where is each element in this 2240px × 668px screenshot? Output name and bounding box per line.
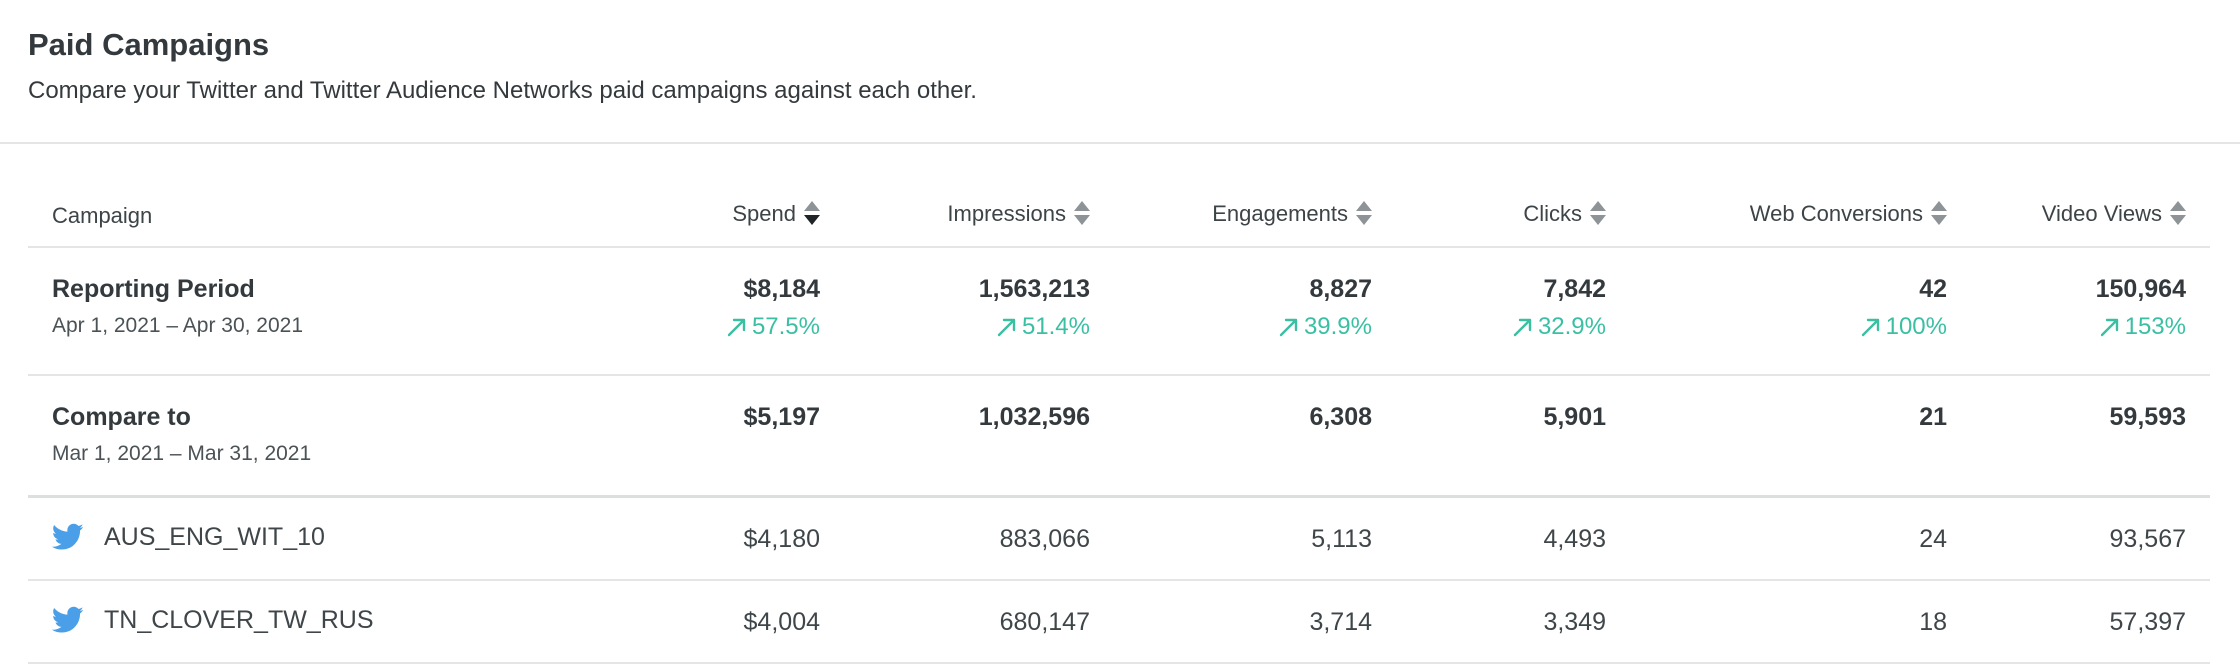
- compare-spend-value: $5,197: [743, 403, 820, 431]
- sort-icon[interactable]: [1074, 201, 1090, 227]
- delta-value: 51.4%: [1021, 313, 1090, 340]
- table-row[interactable]: AUS_ENG_WIT_10 $4,180 883,066 5,113 4,49…: [28, 498, 2210, 581]
- reporting-period-row: Reporting Period Apr 1, 2021 – Apr 30, 2…: [28, 248, 2210, 376]
- reporting-engagements-cell: 8,827 39.9%: [1278, 274, 1372, 342]
- campaign-engagements: 5,113: [1311, 525, 1372, 553]
- campaign-clicks: 3,349: [1543, 608, 1606, 636]
- campaign-video-views: 57,397: [2109, 608, 2186, 636]
- reporting-spend-delta: 57.5%: [726, 312, 820, 342]
- reporting-video-views-cell: 150,964 153%: [2096, 274, 2186, 342]
- column-header-video-views[interactable]: Video Views: [2042, 200, 2186, 228]
- sort-icon[interactable]: [1590, 201, 1606, 227]
- reporting-web-conversions-value: 42: [1919, 275, 1947, 303]
- sort-icon[interactable]: [1356, 201, 1372, 227]
- sort-icon[interactable]: [2170, 201, 2186, 227]
- header-divider: [0, 142, 2240, 144]
- campaign-name[interactable]: AUS_ENG_WIT_10: [104, 523, 325, 551]
- column-header-clicks-label: Clicks: [1523, 201, 1582, 226]
- trend-up-icon: [727, 318, 746, 337]
- reporting-spend-value: $8,184: [743, 275, 820, 303]
- delta-value: 100%: [1885, 313, 1947, 340]
- campaign-name-cell: AUS_ENG_WIT_10: [52, 522, 325, 552]
- compare-to-dates: Mar 1, 2021 – Mar 31, 2021: [52, 442, 312, 465]
- reporting-impressions-delta: 51.4%: [979, 312, 1090, 342]
- reporting-period-label: Reporting Period: [52, 275, 255, 303]
- compare-clicks-value: 5,901: [1543, 403, 1606, 431]
- campaign-name[interactable]: TN_CLOVER_TW_RUS: [104, 606, 374, 634]
- column-header-spend[interactable]: Spend: [732, 200, 820, 228]
- reporting-clicks-delta: 32.9%: [1512, 312, 1606, 342]
- campaign-clicks: 4,493: [1543, 525, 1606, 553]
- reporting-engagements-value: 8,827: [1309, 275, 1372, 303]
- campaign-spend: $4,004: [743, 608, 820, 636]
- compare-to-row: Compare to Mar 1, 2021 – Mar 31, 2021 $5…: [28, 376, 2210, 498]
- delta-value: 57.5%: [751, 313, 820, 340]
- compare-video-views-value: 59,593: [2109, 403, 2186, 431]
- reporting-clicks-cell: 7,842 32.9%: [1512, 274, 1606, 342]
- reporting-video-views-delta: 153%: [2096, 312, 2186, 342]
- compare-to-label: Compare to: [52, 403, 191, 431]
- column-header-engagements[interactable]: Engagements: [1212, 200, 1372, 228]
- compare-to-label-cell: Compare to Mar 1, 2021 – Mar 31, 2021: [52, 402, 311, 467]
- campaign-spend: $4,180: [743, 525, 820, 553]
- reporting-engagements-delta: 39.9%: [1278, 312, 1372, 342]
- delta-value: 39.9%: [1303, 313, 1372, 340]
- column-header-impressions[interactable]: Impressions: [947, 200, 1090, 228]
- reporting-impressions-value: 1,563,213: [978, 275, 1090, 303]
- delta-value: 153%: [2124, 313, 2186, 340]
- trend-up-icon: [1513, 318, 1532, 337]
- campaign-video-views: 93,567: [2109, 525, 2186, 553]
- column-header-video-views-label: Video Views: [2041, 201, 2162, 226]
- column-header-campaign: Campaign: [52, 203, 153, 228]
- campaign-name-cell: TN_CLOVER_TW_RUS: [52, 605, 374, 635]
- reporting-impressions-cell: 1,563,213 51.4%: [979, 274, 1090, 342]
- column-header-impressions-label: Impressions: [947, 201, 1066, 226]
- campaign-impressions: 680,147: [999, 608, 1090, 636]
- campaigns-table: Campaign Spend Impressions Engagements C…: [28, 176, 2210, 664]
- trend-up-icon: [2100, 318, 2118, 337]
- trend-up-icon: [997, 318, 1016, 337]
- twitter-icon: [52, 523, 84, 550]
- table-row[interactable]: TN_CLOVER_TW_RUS $4,004 680,147 3,714 3,…: [28, 581, 2210, 664]
- campaign-engagements: 3,714: [1309, 608, 1372, 636]
- reporting-video-views-value: 150,964: [2095, 275, 2186, 303]
- reporting-web-conversions-cell: 42 100%: [1860, 274, 1947, 342]
- column-header-web-conversions[interactable]: Web Conversions: [1750, 200, 1947, 228]
- sort-desc-icon[interactable]: [804, 201, 820, 227]
- column-header-clicks[interactable]: Clicks: [1523, 200, 1606, 228]
- campaign-web-conversions: 18: [1919, 608, 1947, 636]
- twitter-icon: [52, 606, 84, 633]
- column-header-engagements-label: Engagements: [1212, 201, 1348, 226]
- compare-engagements-value: 6,308: [1309, 403, 1372, 431]
- reporting-web-conversions-delta: 100%: [1860, 312, 1947, 342]
- reporting-period-label-cell: Reporting Period Apr 1, 2021 – Apr 30, 2…: [52, 274, 303, 339]
- reporting-period-dates: Apr 1, 2021 – Apr 30, 2021: [52, 314, 304, 337]
- reporting-clicks-value: 7,842: [1543, 275, 1606, 303]
- panel-header: Paid Campaigns Compare your Twitter and …: [28, 26, 2212, 106]
- column-header-spend-label: Spend: [732, 201, 796, 226]
- campaign-impressions: 883,066: [999, 525, 1090, 553]
- campaign-web-conversions: 24: [1919, 525, 1947, 553]
- delta-value: 32.9%: [1537, 313, 1606, 340]
- column-header-web-conversions-label: Web Conversions: [1749, 201, 1923, 226]
- compare-web-conversions-value: 21: [1919, 403, 1947, 431]
- page-title: Paid Campaigns: [28, 27, 270, 62]
- compare-impressions-value: 1,032,596: [978, 403, 1090, 431]
- sort-icon[interactable]: [1931, 201, 1947, 227]
- reporting-spend-cell: $8,184 57.5%: [726, 274, 820, 342]
- page-subtitle: Compare your Twitter and Twitter Audienc…: [28, 77, 977, 104]
- trend-up-icon: [1279, 318, 1298, 337]
- trend-up-icon: [1861, 318, 1879, 337]
- table-header-row: Campaign Spend Impressions Engagements C…: [28, 176, 2210, 248]
